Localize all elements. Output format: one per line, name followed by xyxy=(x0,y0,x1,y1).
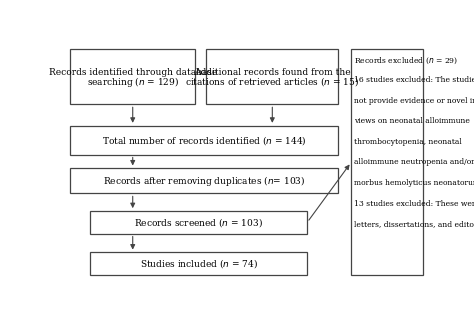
FancyBboxPatch shape xyxy=(91,211,307,234)
Text: thrombocytopenia, neonatal: thrombocytopenia, neonatal xyxy=(354,138,462,146)
Text: alloimmune neutropenia and/or: alloimmune neutropenia and/or xyxy=(354,158,474,166)
Text: 16 studies excluded: The studies did: 16 studies excluded: The studies did xyxy=(354,76,474,84)
Text: 13 studies excluded: These were: 13 studies excluded: These were xyxy=(354,200,474,208)
Text: letters, dissertations, and editorials: letters, dissertations, and editorials xyxy=(354,220,474,228)
Text: morbus hemolyticus neonatorum: morbus hemolyticus neonatorum xyxy=(354,179,474,187)
Text: citations of retrieved articles ($n$ = 15): citations of retrieved articles ($n$ = 1… xyxy=(185,75,359,88)
FancyBboxPatch shape xyxy=(91,252,307,275)
Text: not provide evidence or novel inside: not provide evidence or novel inside xyxy=(354,96,474,105)
FancyBboxPatch shape xyxy=(70,49,195,104)
Text: Total number of records identified ($n$ = 144): Total number of records identified ($n$ … xyxy=(102,134,307,147)
FancyBboxPatch shape xyxy=(70,169,338,194)
FancyBboxPatch shape xyxy=(351,49,423,275)
Text: Studies included ($n$ = 74): Studies included ($n$ = 74) xyxy=(140,257,258,270)
Text: searching ($n$ = 129): searching ($n$ = 129) xyxy=(87,75,179,89)
Text: Records identified through database: Records identified through database xyxy=(49,67,217,77)
Text: Records excluded ($n$ = 29): Records excluded ($n$ = 29) xyxy=(354,55,458,66)
Text: Additional records found from the: Additional records found from the xyxy=(194,67,351,77)
FancyBboxPatch shape xyxy=(70,126,338,155)
Text: views on neonatal alloimmune: views on neonatal alloimmune xyxy=(354,117,470,125)
FancyBboxPatch shape xyxy=(206,49,338,104)
Text: Records screened ($n$ = 103): Records screened ($n$ = 103) xyxy=(134,216,264,229)
Text: Records after removing duplicates ($n$= 103): Records after removing duplicates ($n$= … xyxy=(103,174,306,188)
